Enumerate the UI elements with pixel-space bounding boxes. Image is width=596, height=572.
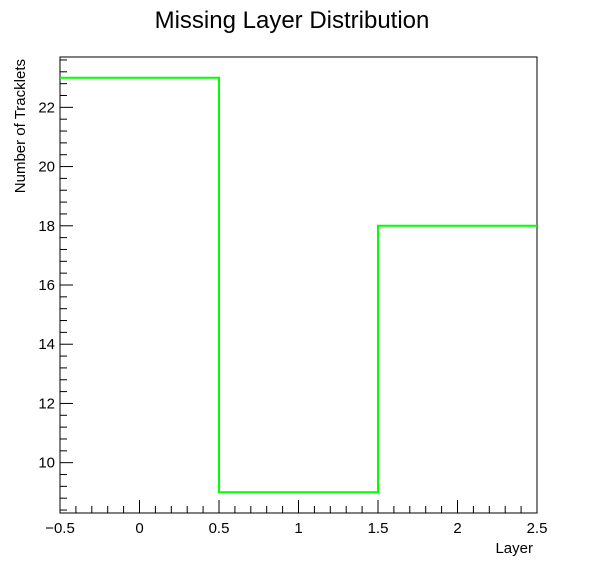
histogram-step-line: [60, 76, 537, 494]
y-tick-label: 10: [38, 455, 55, 472]
x-tick-label: 1: [294, 520, 302, 537]
y-tick-label: 22: [38, 99, 55, 116]
y-tick-label: 12: [38, 395, 55, 412]
axis-tick-labels: −0.5 0 0.5 1 1.5 2 2.5 10 12 14 16 18 20 22: [38, 99, 547, 537]
x-tick-label: −0.5: [45, 520, 75, 537]
x-axis-title: Layer: [495, 540, 533, 557]
x-tick-label: 2.5: [527, 520, 548, 537]
chart-title: Missing Layer Distribution: [155, 7, 430, 34]
y-tick-label: 20: [38, 159, 55, 176]
x-tick-label: 2: [453, 520, 461, 537]
x-tick-label: 0: [135, 520, 143, 537]
x-tick-label: 1.5: [368, 520, 389, 537]
y-tick-label: 14: [38, 336, 55, 353]
axis-ticks: [59, 59, 538, 513]
x-tick-label: 0.5: [209, 520, 230, 537]
y-axis-title: Number of Tracklets: [12, 59, 29, 193]
y-tick-label: 18: [38, 218, 55, 235]
y-tick-label: 16: [38, 277, 55, 294]
plot-frame: [59, 56, 538, 514]
